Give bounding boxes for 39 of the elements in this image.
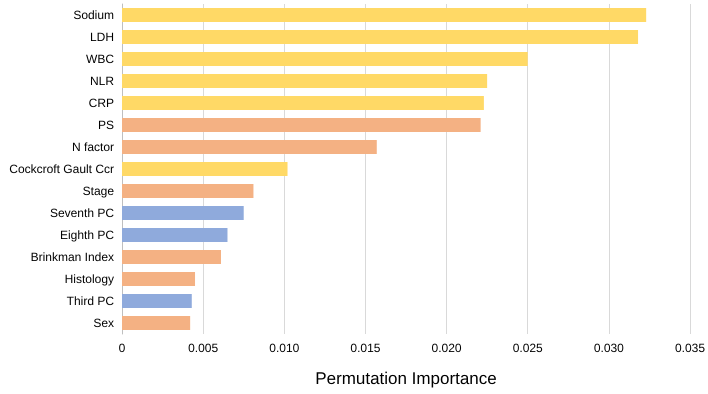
- bar: [122, 272, 196, 286]
- x-tick-label: 0.030: [594, 341, 624, 355]
- bar: [122, 96, 484, 110]
- bar: [122, 30, 638, 44]
- y-tick-label: NLR: [90, 74, 114, 88]
- y-tick-label: Third PC: [66, 294, 114, 308]
- bar: [122, 52, 528, 66]
- bar: [122, 316, 190, 330]
- x-tick-label: 0.005: [188, 341, 218, 355]
- y-tick-label: LDH: [90, 30, 114, 44]
- bar: [122, 118, 481, 132]
- y-tick-label: WBC: [86, 52, 114, 66]
- y-tick-label: Histology: [64, 272, 114, 286]
- bar: [122, 184, 254, 198]
- bar: [122, 140, 377, 154]
- x-tick-label: 0.010: [269, 341, 300, 355]
- x-tick-label: 0.025: [512, 341, 544, 355]
- y-tick-label: Sex: [93, 316, 114, 330]
- x-tick-label: 0.015: [350, 341, 381, 355]
- bar: [122, 228, 228, 242]
- bar: [122, 294, 192, 308]
- bar: [122, 162, 288, 176]
- x-axis-title: Permutation Importance: [315, 369, 497, 388]
- y-tick-label: Eighth PC: [60, 228, 114, 242]
- bar: [122, 8, 646, 22]
- y-tick-label: Stage: [82, 184, 114, 198]
- y-tick-label: PS: [98, 118, 114, 132]
- y-tick-label: Brinkman Index: [30, 250, 114, 264]
- y-tick-label: N factor: [72, 140, 114, 154]
- x-tick-label: 0: [118, 341, 126, 355]
- x-tick-label: 0.035: [674, 341, 706, 355]
- bar: [122, 74, 488, 88]
- y-tick-label: Cockcroft Gault Ccr: [9, 162, 114, 176]
- x-tick-label: 0.020: [432, 341, 462, 355]
- bar: [122, 206, 244, 220]
- y-tick-label: Sodium: [73, 8, 114, 22]
- bar: [122, 250, 221, 264]
- y-tick-label: CRP: [88, 96, 114, 110]
- y-tick-label: Seventh PC: [50, 206, 114, 220]
